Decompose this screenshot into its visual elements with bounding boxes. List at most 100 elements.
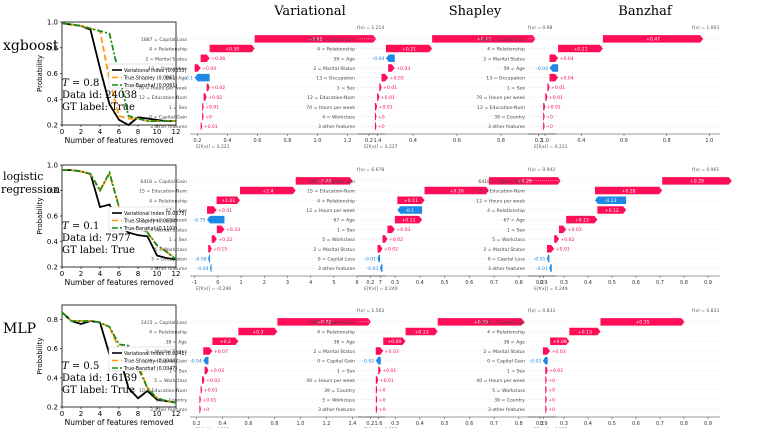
positive-contribution-bar bbox=[545, 386, 547, 394]
positive-contribution-bar bbox=[377, 245, 383, 253]
model-label: regression bbox=[1, 183, 60, 196]
feature-label: 1 = Sex bbox=[507, 227, 525, 233]
feature-label: 5 = Workclass bbox=[322, 397, 355, 403]
contribution-value: +0.13 bbox=[415, 329, 429, 335]
positive-contribution-bar bbox=[543, 103, 546, 111]
x-axis-label: Number of features removed bbox=[65, 136, 174, 145]
x-tick-label: 8 bbox=[136, 128, 140, 136]
feature-label: 38 = Age bbox=[504, 339, 526, 345]
contribution-value: +0.07 bbox=[214, 349, 228, 355]
negative-contribution-bar bbox=[208, 254, 211, 263]
positive-contribution-bar bbox=[558, 44, 603, 53]
x-tick-label: 10 bbox=[153, 410, 162, 418]
y-tick-label: 0.4 bbox=[47, 238, 59, 246]
negative-contribution-bar bbox=[542, 356, 548, 365]
fx-label: f(x) = 1.214 bbox=[357, 25, 384, 31]
legend-entry: True-Shapley (0.0061) bbox=[123, 76, 177, 82]
waterfall-x-tick-label: 0.4 bbox=[224, 138, 232, 144]
feature-label: 4 = Relationship bbox=[317, 330, 355, 336]
feature-label: 1 = Sex bbox=[507, 85, 525, 91]
positive-contribution-bar bbox=[204, 366, 209, 375]
positive-contribution-bar bbox=[254, 35, 377, 43]
waterfall-x-tick-label: 0.2 bbox=[193, 421, 201, 427]
feature-label: 0 = Capital Gain bbox=[317, 359, 355, 365]
feature-label: 2 = Marital Status bbox=[313, 349, 355, 355]
feature-label: 4 = Relationship bbox=[487, 330, 525, 336]
contribution-value: +0 bbox=[546, 124, 553, 130]
waterfall-x-tick-label: 0.8 bbox=[271, 421, 279, 427]
positive-contribution-bar bbox=[547, 83, 550, 92]
waterfall-x-tick-label: 0.8 bbox=[284, 138, 292, 144]
positive-contribution-bar bbox=[199, 405, 201, 413]
efx-label: E[f(x)] = 0.249 bbox=[364, 286, 398, 292]
feature-label: 1 = Sex bbox=[169, 237, 187, 243]
waterfall-x-tick-label: 0.9 bbox=[704, 421, 712, 427]
contribution-value: +0.02 bbox=[208, 95, 222, 101]
contribution-value: +0.03 bbox=[210, 368, 224, 374]
x-tick-label: 12 bbox=[172, 270, 181, 278]
feature-label: 3 other features bbox=[150, 124, 188, 130]
legend-entry: True-Shapley (0.0044) bbox=[123, 359, 177, 365]
series-line-2 bbox=[61, 311, 177, 404]
fx-label: f(x) = 0.833 bbox=[692, 308, 719, 314]
contribution-value: +0.02 bbox=[211, 85, 225, 91]
feature-label: 15 = Education-Num bbox=[307, 189, 355, 195]
x-tick-label: 12 bbox=[172, 128, 181, 136]
feature-label: 4 = Relationship bbox=[149, 47, 187, 53]
positive-contribution-bar bbox=[375, 376, 379, 384]
positive-contribution-bar bbox=[375, 386, 378, 394]
negative-contribution-bar bbox=[194, 73, 210, 82]
positive-contribution-bar bbox=[543, 112, 545, 121]
feature-label: 3 other features bbox=[318, 124, 356, 130]
feature-label: 3 other features bbox=[150, 266, 188, 272]
contribution-value: +0.06 bbox=[211, 56, 225, 62]
waterfall-x-tick-label: 0.5 bbox=[441, 280, 449, 286]
contribution-value: +0.2 bbox=[220, 339, 231, 345]
negative-contribution-bar bbox=[207, 215, 225, 224]
legend-box bbox=[108, 63, 174, 89]
fx-label: f(x) = 6.678 bbox=[357, 167, 384, 173]
x-axis-label: Number of features removed bbox=[65, 278, 174, 287]
feature-label: 4 = Relationship bbox=[149, 330, 187, 336]
contribution-value: +0 bbox=[378, 124, 385, 130]
waterfall-x-tick-label: 1.6 bbox=[375, 421, 383, 427]
contribution-value: +0.01 bbox=[549, 95, 563, 101]
waterfall-x-tick-label: 0.2 bbox=[366, 421, 374, 427]
legend-box bbox=[108, 346, 174, 372]
waterfall-x-tick-label: 0.6 bbox=[245, 421, 253, 427]
contribution-value: +0.01 bbox=[383, 85, 397, 91]
feature-label: 2415 = Capital Loss bbox=[141, 320, 188, 326]
feature-label: 0 = Capital Loss bbox=[318, 256, 356, 262]
feature-label: 1 = Sex bbox=[169, 105, 187, 111]
contribution-value: +0.02 bbox=[560, 237, 574, 243]
positive-contribution-bar bbox=[382, 235, 388, 243]
x-tick-label: 8 bbox=[136, 270, 140, 278]
feature-label: 13 = Occupation bbox=[148, 66, 187, 72]
negative-contribution-bar bbox=[397, 206, 423, 214]
contribution-value: +0.29 bbox=[518, 179, 532, 185]
positive-contribution-bar bbox=[545, 376, 547, 384]
row-2: MLP 0 2 4 6 8 10 12 0.2 0.4 0.6 0.8 Number of featur… bbox=[3, 304, 720, 428]
waterfall-x-tick-label: 0.6 bbox=[465, 280, 473, 286]
positive-contribution-bar bbox=[550, 337, 570, 345]
contribution-value: +0.11 bbox=[401, 217, 415, 223]
feature-label: 4 = Relationship bbox=[317, 47, 355, 53]
positive-contribution-bar bbox=[375, 395, 378, 404]
legend-entry: True-Banzhaf (0.1102) bbox=[123, 226, 177, 232]
feature-label: 59 = Age bbox=[504, 66, 526, 72]
feature-label: 15 = Education-Num bbox=[477, 189, 525, 195]
negative-contribution-bar bbox=[380, 264, 383, 272]
feature-label: 67 = Age bbox=[166, 208, 188, 214]
legend-entry: Variational Index (0.0375) bbox=[124, 211, 186, 217]
contribution-value: +0.01 bbox=[379, 105, 393, 111]
contribution-value: +0.03 bbox=[568, 227, 582, 233]
feature-label: 2415 = Capital Loss bbox=[309, 320, 356, 326]
contribution-value: +0.04 bbox=[202, 66, 216, 72]
fx-label: f(x) = 0.942 bbox=[528, 167, 555, 173]
positive-contribution-bar bbox=[377, 93, 380, 101]
positive-contribution-bar bbox=[209, 44, 255, 53]
